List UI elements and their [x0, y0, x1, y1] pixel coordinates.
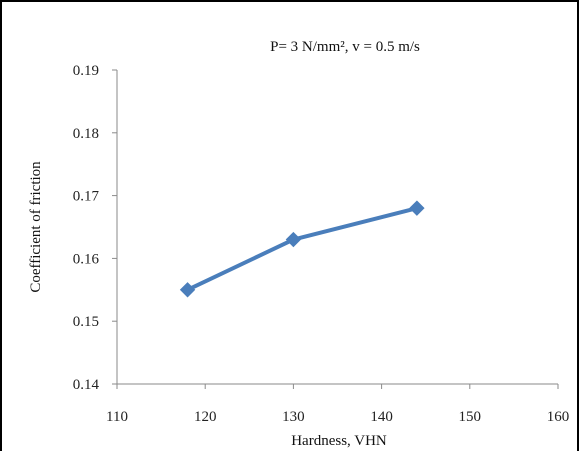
y-tick-label: 0.14	[73, 377, 100, 393]
series-line	[185, 206, 419, 292]
y-tick-label: 0.18	[73, 126, 99, 142]
y-tick-label: 0.16	[73, 251, 100, 267]
chart-title: P= 3 N/mm², v = 0.5 m/s	[270, 39, 420, 55]
y-tick-label: 0.19	[73, 63, 99, 79]
x-tick-label: 120	[194, 409, 217, 425]
y-tick-label: 0.15	[73, 314, 99, 330]
axes-group	[116, 70, 558, 385]
data-point-marker	[179, 282, 196, 298]
ticks-group: 0.14 0.15 0.16 0.17 0.18 0.19 110 120 130 140 150 1…	[73, 63, 570, 425]
x-tick-label: 160	[547, 409, 570, 425]
data-point-marker	[285, 231, 302, 248]
x-axis-title: Hardness, VHN	[291, 433, 387, 449]
x-tick-label: 140	[370, 409, 393, 425]
x-tick-label: 130	[282, 409, 305, 425]
data-point-marker	[409, 200, 425, 216]
y-tick-label: 0.17	[73, 189, 100, 205]
y-axis-title: Coefficient of friction	[28, 161, 44, 293]
series-group	[179, 200, 425, 298]
x-tick-label: 110	[106, 409, 128, 425]
x-tick-label: 150	[459, 409, 482, 425]
